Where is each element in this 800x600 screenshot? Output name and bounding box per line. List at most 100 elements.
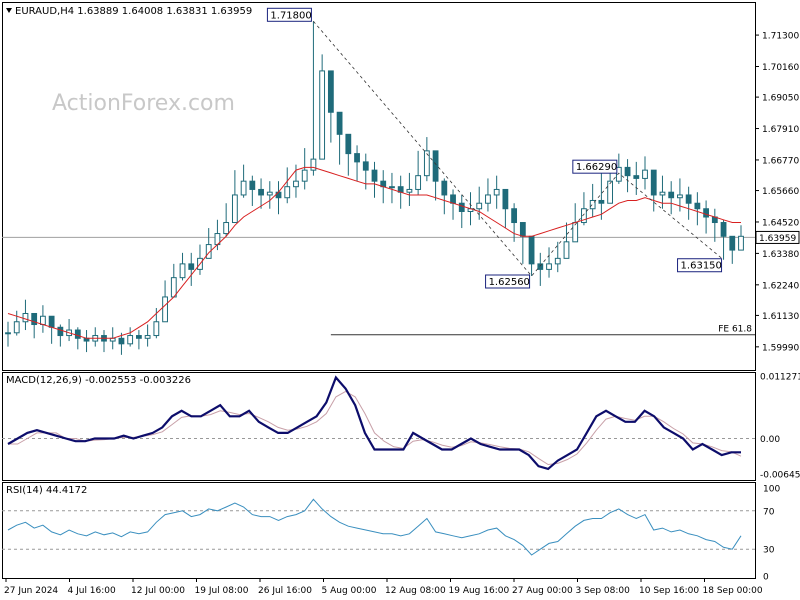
price-candle-body xyxy=(22,312,29,323)
price-candle-body xyxy=(57,326,64,337)
price-candle-body xyxy=(415,175,422,190)
price-candle-body xyxy=(188,263,195,270)
x-axis-label: 27 Jun 2024 xyxy=(4,586,58,596)
price-candle-body xyxy=(668,191,675,199)
price-candle-body xyxy=(293,180,299,188)
rsi-panel-frame xyxy=(2,482,756,579)
x-axis-label: 5 Aug 00:00 xyxy=(322,586,377,596)
price-y-tick-label: 1.69050 xyxy=(762,94,799,104)
price-candle-body xyxy=(258,188,264,196)
price-candle-body xyxy=(441,180,448,196)
x-axis-label: 12 Jul 00:00 xyxy=(131,586,185,596)
price-candle-body xyxy=(135,335,142,339)
price-candle-body xyxy=(354,153,360,163)
price-candle-body xyxy=(519,222,526,237)
price-candle-body xyxy=(275,191,282,199)
price-y-tick-label: 1.66770 xyxy=(762,156,799,166)
watermark-text: ActionForex.com xyxy=(52,91,235,116)
x-axis-label: 18 Sep 00:00 xyxy=(703,586,763,596)
price-panel-frame xyxy=(2,2,756,371)
price-y-tick-label: 1.67910 xyxy=(762,125,799,135)
x-axis-label: 19 Jul 08:00 xyxy=(195,586,249,596)
x-axis-label: 19 Aug 16:00 xyxy=(449,586,510,596)
dropdown-triangle-icon xyxy=(6,8,12,13)
price-y-tick-label: 1.59990 xyxy=(762,343,799,353)
price-candle-body xyxy=(118,337,125,345)
annotation-box-1.66290 xyxy=(572,159,618,174)
x-axis-label: 26 Jul 16:00 xyxy=(258,586,312,596)
price-candle-body xyxy=(240,180,247,196)
price-candle-body xyxy=(450,194,456,204)
price-candle-body xyxy=(476,202,483,210)
price-candle-body xyxy=(615,166,622,182)
rsi-series-line xyxy=(7,498,742,556)
price-candle-body xyxy=(423,150,430,177)
price-candle-body xyxy=(528,235,535,265)
price-candle-body xyxy=(720,222,727,237)
moving-average-line xyxy=(7,166,741,339)
price-candle-body xyxy=(563,241,570,259)
annotation-box-1.71800 xyxy=(266,7,312,22)
price-candle-body xyxy=(572,222,579,243)
macd-y-tick-label: 0.00 xyxy=(760,435,780,445)
price-candle-body xyxy=(249,180,256,190)
price-candle-body xyxy=(502,188,509,210)
price-candle-body xyxy=(153,321,160,337)
price-candle-body xyxy=(738,235,744,251)
annotation-box-1.62560 xyxy=(485,274,531,289)
price-candle-body xyxy=(659,191,666,196)
price-candle-body xyxy=(284,186,291,199)
macd-y-tick-label: 0.011271 xyxy=(760,373,800,383)
price-candle-body xyxy=(266,191,273,196)
price-candle-body xyxy=(624,166,631,177)
macd-series-macd xyxy=(7,375,741,471)
rsi-y-tick-label: 70 xyxy=(763,507,775,517)
price-candle-body xyxy=(162,296,168,323)
annotation-label-1.62560: 1.62560 xyxy=(489,277,530,288)
price-candle-body xyxy=(729,235,736,251)
price-candle-body xyxy=(362,161,369,171)
x-axis-label: 27 Aug 00:00 xyxy=(512,586,573,596)
symbol-ohlc-text: EURAUD,H4 1.63889 1.64008 1.63831 1.6395… xyxy=(15,6,252,17)
current-price-label: 1.63959 xyxy=(759,234,796,244)
price-candle-body xyxy=(581,208,587,224)
price-candle-body xyxy=(589,199,596,210)
price-candle-body xyxy=(389,186,395,189)
price-candle-body xyxy=(598,199,605,204)
price-candle-body xyxy=(485,194,491,204)
price-candle-body xyxy=(13,321,20,334)
macd-title: MACD(12,26,9) -0.002553 -0.003226 xyxy=(6,375,191,386)
zigzag-dashed-line xyxy=(313,21,724,277)
price-candle-body xyxy=(607,180,614,204)
price-candle-body xyxy=(301,169,308,182)
price-candle-body xyxy=(179,263,186,279)
price-candle-body xyxy=(127,335,134,345)
price-candle-body xyxy=(406,188,413,193)
macd-y-tick-label: -0.006453 xyxy=(760,471,800,481)
price-candle-body xyxy=(74,329,81,339)
price-candle-body xyxy=(144,335,151,339)
price-candle-body xyxy=(319,70,326,160)
annotation-label-1.71800: 1.71800 xyxy=(270,10,311,21)
price-candle-body xyxy=(48,315,55,328)
price-candle-body xyxy=(371,169,378,182)
rsi-y-tick-label: 0 xyxy=(763,573,769,583)
macd-series-signal xyxy=(8,390,742,466)
price-y-tick-label: 1.61130 xyxy=(762,312,799,322)
rsi-y-tick-label: 100 xyxy=(763,485,780,495)
price-candle-body xyxy=(633,175,640,179)
x-axis-label: 3 Sep 08:00 xyxy=(576,586,631,596)
price-candle-body xyxy=(650,169,657,196)
price-candle-body xyxy=(345,133,352,155)
price-candle-body xyxy=(458,202,465,212)
x-axis-label: 4 Jul 16:00 xyxy=(68,586,117,596)
price-y-tick-label: 1.65660 xyxy=(762,187,799,197)
annotation-label-1.66290: 1.66290 xyxy=(576,162,617,173)
price-candle-body xyxy=(31,312,38,326)
annotation-label-1.63150: 1.63150 xyxy=(681,261,722,272)
price-candle-body xyxy=(554,257,561,265)
price-candle-body xyxy=(703,208,709,218)
price-candle-body xyxy=(40,315,46,326)
price-candle-body xyxy=(694,202,701,210)
fe-level-label: FE 61.8 xyxy=(718,325,752,335)
